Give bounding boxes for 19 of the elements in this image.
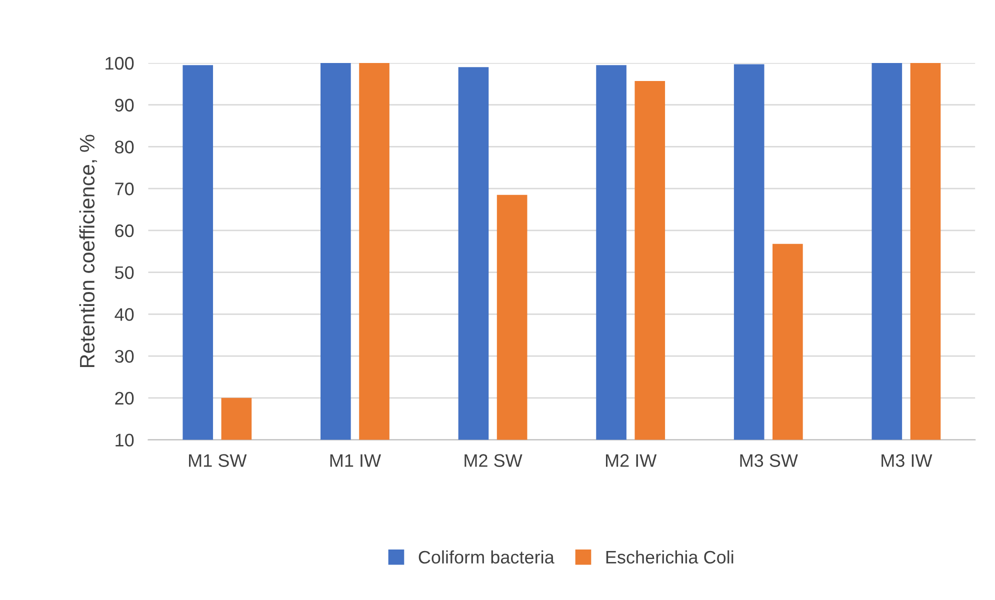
x-tick-label: M1 IW: [330, 454, 381, 467]
legend-label: Escherichia Coli: [606, 550, 734, 564]
y-tick-label: 100: [106, 56, 134, 70]
y-tick-label: 10: [116, 434, 134, 447]
x-tick-label: M2 SW: [464, 454, 522, 467]
y-tick-label: 30: [114, 350, 134, 363]
x-tick-label: M2 IW: [606, 454, 657, 467]
y-tick-label: 70: [115, 182, 134, 196]
x-tick-label: M1 SW: [189, 454, 247, 467]
y-tick-label: 80: [115, 140, 134, 154]
legend-label: Coliform bacteria: [418, 550, 554, 564]
y-tick-label: 50: [115, 266, 134, 280]
y-axis-title: Retention coefficience, %: [79, 134, 98, 368]
y-tick-label: 90: [115, 98, 134, 112]
x-tick-label: M3 IW: [882, 454, 932, 467]
y-tick-label: 60: [115, 224, 134, 238]
y-tick-label: 20: [115, 392, 134, 405]
y-tick-label: 40: [114, 308, 134, 321]
x-tick-label: M3 SW: [740, 454, 798, 467]
